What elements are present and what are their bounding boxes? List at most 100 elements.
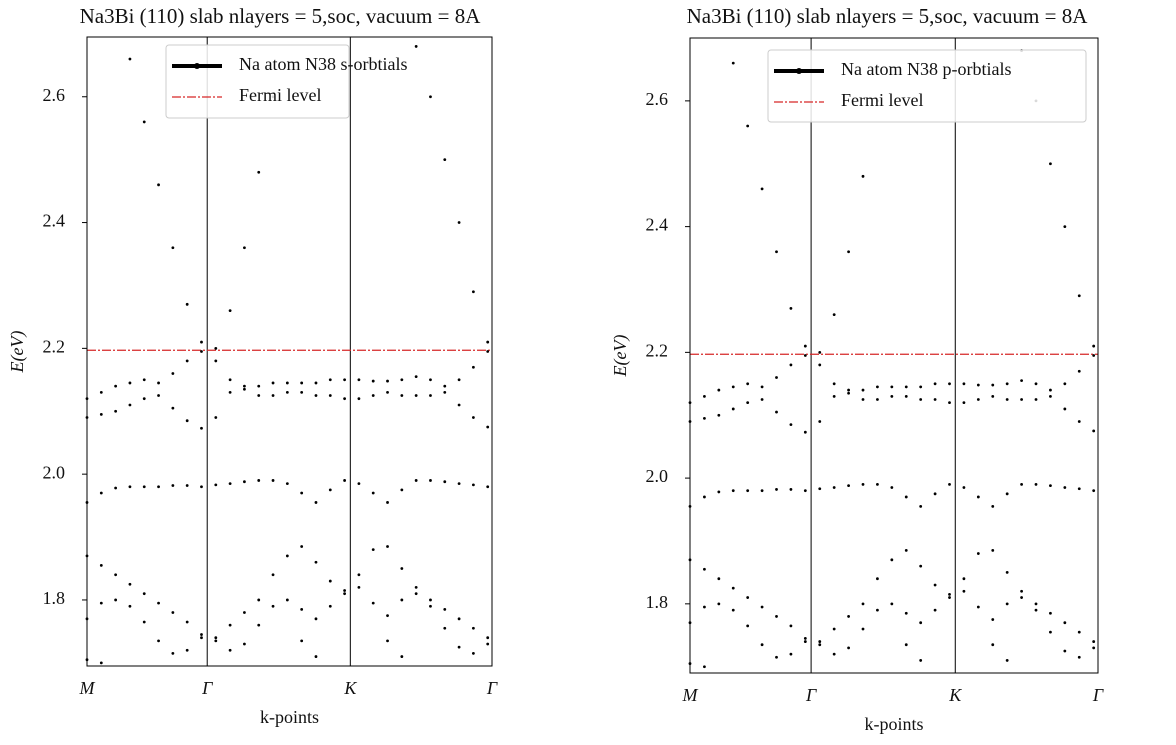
band-point	[789, 652, 793, 656]
band-point	[371, 601, 375, 605]
band-point	[285, 390, 289, 394]
band-point	[371, 548, 375, 552]
band-point	[890, 486, 894, 489]
band-point	[457, 378, 461, 382]
band-point	[228, 648, 232, 652]
band-point	[314, 617, 318, 621]
band-point	[861, 602, 865, 606]
chart-title: Na3Bi (110) slab nlayers = 5,soc, vacuum…	[687, 4, 1089, 28]
band-point	[976, 552, 980, 555]
band-point	[991, 383, 995, 387]
band-point	[257, 384, 261, 388]
band-point	[157, 394, 160, 397]
band-point	[976, 398, 980, 401]
band-point	[1034, 602, 1038, 606]
band-point	[919, 621, 923, 625]
band-point	[861, 388, 865, 392]
band-point	[803, 344, 807, 348]
y-tick-label: 2.4	[43, 211, 66, 231]
legend-label: Na atom N38 s-orbtials	[239, 54, 407, 74]
band-point	[861, 627, 865, 631]
band-point	[731, 61, 735, 65]
band-point	[703, 605, 706, 609]
band-point	[471, 483, 475, 487]
band-point	[414, 394, 418, 397]
band-point	[1063, 225, 1067, 229]
band-point	[185, 484, 189, 487]
band-point	[214, 636, 218, 640]
band-point	[962, 401, 966, 405]
band-point	[271, 604, 275, 608]
band-point	[731, 407, 735, 411]
legend-label: Na atom N38 p-orbtials	[841, 59, 1011, 79]
band-point	[832, 486, 836, 489]
band-point	[933, 382, 937, 386]
band-point	[933, 398, 937, 401]
band-point	[1077, 294, 1081, 298]
band-point	[157, 639, 160, 643]
band-point	[214, 416, 218, 419]
band-point	[471, 652, 475, 655]
band-point	[1049, 484, 1052, 488]
band-point	[443, 607, 447, 611]
band-point	[457, 617, 461, 621]
band-point	[457, 482, 461, 485]
band-point	[890, 385, 894, 389]
band-point	[904, 385, 908, 389]
band-point	[717, 602, 721, 606]
band-point	[1049, 388, 1052, 392]
band-point	[142, 120, 146, 124]
band-point	[429, 95, 432, 99]
band-point	[228, 390, 232, 394]
band-point	[746, 624, 750, 628]
band-point	[386, 545, 389, 548]
band-point	[890, 558, 894, 562]
band-point	[919, 398, 923, 401]
band-point	[991, 504, 995, 508]
band-point	[300, 381, 304, 385]
band-point	[1077, 369, 1081, 373]
band-point	[471, 416, 475, 419]
band-point	[142, 485, 146, 489]
band-point	[171, 652, 175, 655]
band-point	[128, 485, 132, 489]
band-point	[876, 482, 879, 486]
band-point	[128, 57, 132, 61]
band-point	[386, 390, 389, 394]
band-point	[962, 382, 966, 386]
band-point	[976, 383, 980, 387]
band-point	[185, 419, 189, 423]
band-point	[257, 394, 261, 397]
band-point	[1063, 649, 1067, 653]
x-axis-label: k-points	[260, 707, 319, 727]
band-point	[486, 636, 490, 640]
band-point	[933, 492, 937, 496]
band-point	[142, 592, 146, 596]
band-point	[775, 655, 778, 659]
band-point	[775, 488, 778, 491]
band-point	[314, 501, 318, 504]
band-point	[948, 401, 951, 405]
band-point	[200, 633, 203, 636]
band-point	[486, 642, 490, 646]
y-tick-label: 2.2	[646, 340, 669, 360]
band-point	[1005, 571, 1009, 574]
band-point	[933, 608, 937, 612]
x-tick-label: M	[682, 685, 699, 705]
y-tick-label: 2.6	[646, 89, 669, 109]
band-point	[400, 598, 404, 602]
band-point	[818, 640, 822, 643]
band-point	[200, 340, 203, 344]
band-point	[991, 618, 995, 621]
band-point	[746, 124, 750, 128]
band-point	[703, 567, 706, 571]
band-point	[803, 637, 807, 640]
band-point	[371, 394, 375, 397]
band-point	[414, 45, 418, 48]
band-point	[185, 359, 189, 363]
band-point	[457, 645, 461, 649]
band-point	[457, 221, 461, 224]
band-point	[991, 643, 995, 647]
band-point	[976, 495, 980, 499]
